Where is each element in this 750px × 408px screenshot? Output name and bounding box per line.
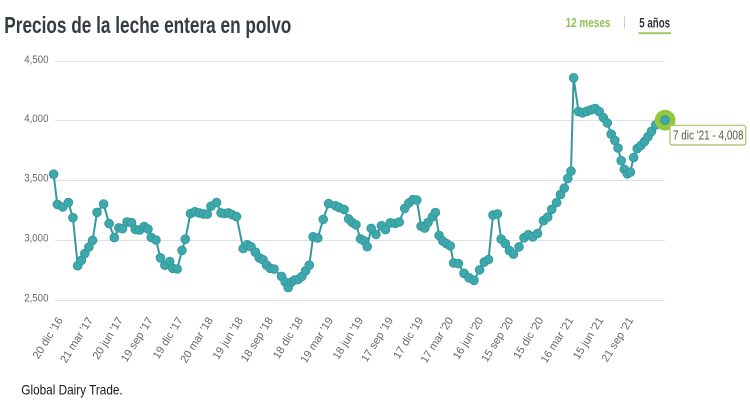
- svg-text:Precios de la leche entera en: Precios de la leche entera en polvo: [4, 12, 291, 38]
- svg-text:2,500: 2,500: [24, 293, 48, 305]
- svg-text:12 meses: 12 meses: [566, 15, 611, 30]
- svg-text:3,000: 3,000: [24, 233, 48, 245]
- svg-text:4,500: 4,500: [24, 54, 48, 66]
- svg-text:3,500: 3,500: [24, 173, 48, 185]
- svg-text:4,000: 4,000: [24, 113, 48, 125]
- svg-text:7 dic '21 - 4,008: 7 dic '21 - 4,008: [673, 129, 744, 143]
- svg-text:5 años: 5 años: [639, 16, 670, 31]
- svg-text:Global Dairy Trade.: Global Dairy Trade.: [21, 382, 122, 398]
